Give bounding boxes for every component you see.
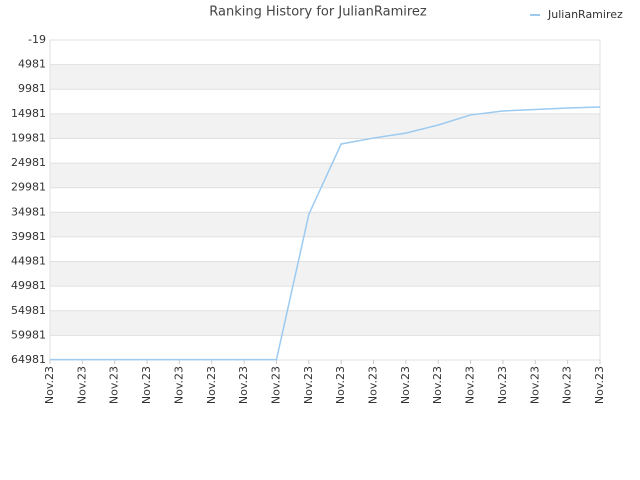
x-tick-label: Nov.23 <box>75 366 88 404</box>
y-tick-label: 49981 <box>11 279 46 292</box>
x-tick-label: Nov.23 <box>496 366 509 404</box>
x-tick-label: Nov.23 <box>140 366 153 404</box>
x-tick-label: Nov.23 <box>464 366 477 404</box>
y-tick-label: 4981 <box>18 58 46 71</box>
x-tick-label: Nov.23 <box>205 366 218 404</box>
x-tick-label: Nov.23 <box>237 366 250 404</box>
y-tick-label: 44981 <box>11 255 46 268</box>
plot-border <box>49 39 601 361</box>
x-tick-label: Nov.23 <box>172 366 185 404</box>
x-tick-label: Nov.23 <box>108 366 121 404</box>
band <box>50 113 600 139</box>
x-tick-label: Nov.23 <box>269 366 282 404</box>
y-tick-label: 29981 <box>11 181 46 194</box>
y-tick-label: 54981 <box>11 304 46 317</box>
y-tick-label: 64981 <box>11 353 46 366</box>
x-tick-label: Nov.23 <box>43 366 56 404</box>
y-tick-label: 24981 <box>11 156 46 169</box>
legend-label: JulianRamirez <box>547 8 623 21</box>
band <box>50 163 600 188</box>
y-tick-label: 9981 <box>18 82 46 95</box>
x-tick-label: Nov.23 <box>302 366 315 404</box>
x-tick-label: Nov.23 <box>367 366 380 404</box>
band <box>50 261 600 287</box>
chart-title: Ranking History for JulianRamirez <box>209 5 427 20</box>
y-tick-label: 19981 <box>11 131 46 144</box>
band <box>50 212 600 237</box>
y-tick-label: 34981 <box>11 205 46 218</box>
x-tick-label: Nov.23 <box>431 366 444 404</box>
x-tick-label: Nov.23 <box>334 366 347 404</box>
x-tick-label: Nov.23 <box>528 366 541 404</box>
x-tick-label: Nov.23 <box>561 366 574 404</box>
band <box>50 64 600 90</box>
y-tick-label: -19 <box>28 33 46 46</box>
x-tick-label: Nov.23 <box>399 366 412 404</box>
y-tick-label: 14981 <box>11 107 46 120</box>
band <box>50 310 600 336</box>
y-tick-label: 39981 <box>11 230 46 243</box>
line <box>50 106 601 361</box>
x-tick-label: Nov.23 <box>593 366 606 404</box>
y-tick-label: 59981 <box>11 328 46 341</box>
